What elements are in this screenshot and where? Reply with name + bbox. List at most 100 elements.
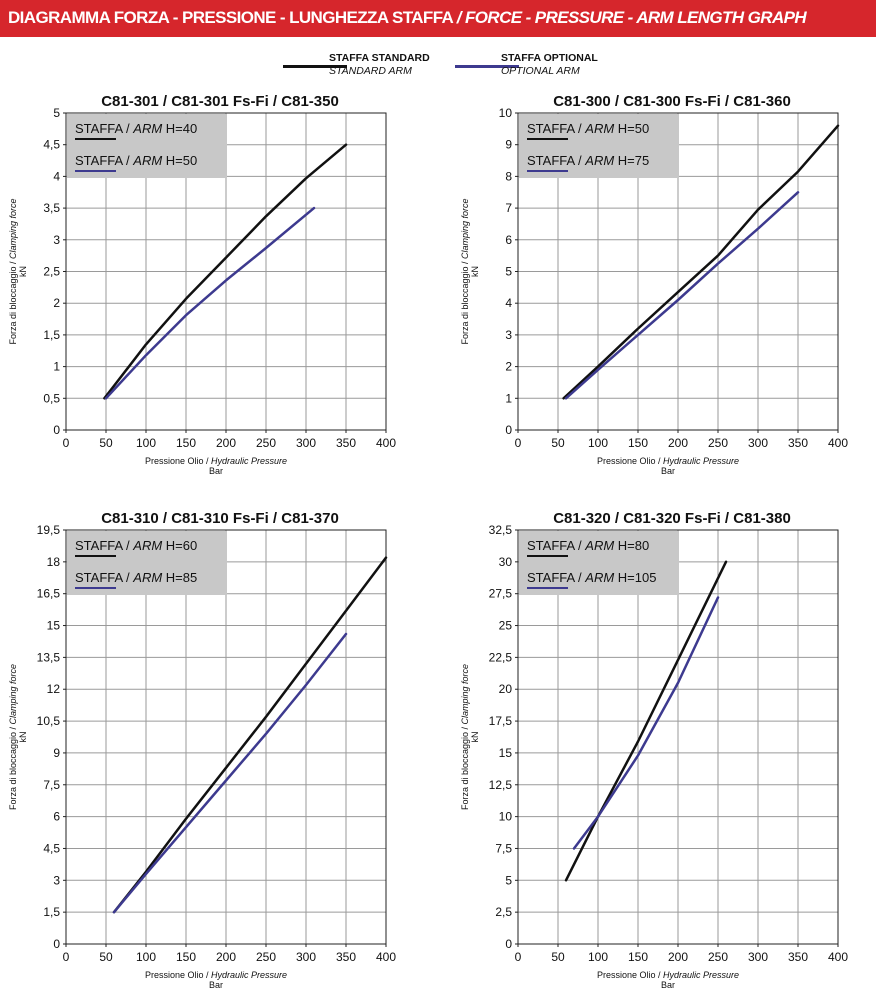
x-tick-label: 350	[788, 436, 808, 450]
x-tick-label: 100	[588, 436, 608, 450]
y-axis-label: Forza di bloccaggio / Clamping force	[460, 198, 470, 344]
x-axis-label-en: Hydraulic Pressure	[211, 970, 287, 980]
series-line-optional	[564, 191, 800, 400]
x-tick-label: 400	[828, 436, 848, 450]
chart-2: C81-300 / C81-300 Fs-Fi / C81-360 STAFFA …	[460, 93, 848, 476]
x-tick-label: 300	[748, 436, 768, 450]
x-tick-label: 250	[256, 950, 276, 964]
x-axis-unit: Bar	[209, 466, 223, 476]
legend-box-arm: ARM	[132, 570, 162, 585]
series-line-standard	[564, 560, 728, 882]
y-axis-label-it: Forza di bloccaggio /	[460, 259, 470, 345]
x-tick-label: 100	[136, 950, 156, 964]
chart-title: C81-300 / C81-300 Fs-Fi / C81-360	[553, 93, 791, 110]
legend-box-h: H=50	[162, 153, 197, 168]
legend-box-h: H=75	[614, 153, 649, 168]
x-tick-label: 50	[551, 950, 565, 964]
x-axis-unit: Bar	[209, 980, 223, 990]
y-tick-label: 3	[53, 873, 60, 887]
x-axis-label-en: Hydraulic Pressure	[663, 456, 739, 466]
y-tick-label: 0	[505, 937, 512, 951]
legend-box-h: H=40	[162, 121, 197, 136]
y-axis-label-en: Clamping force	[8, 664, 18, 725]
x-tick-label: 350	[788, 950, 808, 964]
y-axis-unit: kN	[18, 732, 28, 743]
y-tick-label: 0	[505, 423, 512, 437]
legend-box-h: H=60	[162, 538, 197, 553]
x-axis-label-en: Hydraulic Pressure	[663, 970, 739, 980]
y-axis-label-en: Clamping force	[460, 198, 470, 259]
legend-optional-label-it: STAFFA OPTIONAL	[501, 52, 598, 64]
x-tick-label: 50	[99, 436, 113, 450]
legend-box	[519, 114, 679, 178]
y-tick-label: 1	[505, 391, 512, 405]
x-axis-label-en: Hydraulic Pressure	[211, 456, 287, 466]
y-tick-label: 25	[499, 619, 513, 633]
y-tick-label: 15	[47, 619, 61, 633]
x-axis-label: Pressione Olio / Hydraulic Pressure	[597, 970, 739, 980]
y-tick-label: 5	[505, 265, 512, 279]
legend-standard-swatch	[283, 65, 347, 68]
y-tick-label: 9	[505, 138, 512, 152]
legend-box-arm: ARM	[584, 570, 614, 585]
x-axis-unit: Bar	[661, 466, 675, 476]
legend-box-staffa: STAFFA /	[75, 121, 133, 136]
x-tick-label: 300	[296, 436, 316, 450]
y-axis-unit: kN	[470, 266, 480, 277]
legend-optional-label-en: OPTIONAL ARM	[501, 65, 580, 77]
x-tick-label: 200	[668, 950, 688, 964]
y-tick-label: 30	[499, 555, 513, 569]
y-tick-label: 4,5	[43, 138, 60, 152]
legend-box-entry: STAFFA / ARM H=50	[75, 153, 197, 168]
y-tick-label: 22,5	[489, 650, 513, 664]
y-tick-label: 16,5	[37, 587, 61, 601]
series-line-standard	[562, 124, 840, 400]
y-tick-label: 0	[53, 937, 60, 951]
x-axis-label-it: Pressione Olio /	[145, 456, 211, 466]
chart-title: C81-301 / C81-301 Fs-Fi / C81-350	[101, 93, 339, 110]
y-tick-label: 7,5	[43, 778, 60, 792]
y-tick-label: 1,5	[43, 905, 60, 919]
y-tick-label: 6	[53, 810, 60, 824]
y-tick-label: 10	[499, 106, 513, 120]
y-axis-label-it: Forza di bloccaggio /	[8, 724, 18, 810]
legend-box-staffa: STAFFA /	[527, 538, 585, 553]
page-header: DIAGRAMMA FORZA - PRESSIONE - LUNGHEZZA …	[0, 0, 876, 37]
legend-box-staffa: STAFFA /	[527, 570, 585, 585]
legend-box-arm: ARM	[132, 153, 162, 168]
x-tick-label: 100	[588, 950, 608, 964]
x-axis-label: Pressione Olio / Hydraulic Pressure	[145, 456, 287, 466]
y-tick-label: 1,5	[43, 328, 60, 342]
legend-box-entry: STAFFA / ARM H=60	[75, 538, 197, 553]
x-axis-label-it: Pressione Olio /	[145, 970, 211, 980]
y-tick-label: 4	[505, 296, 512, 310]
y-tick-label: 3	[505, 328, 512, 342]
x-tick-label: 150	[176, 950, 196, 964]
x-axis-label: Pressione Olio / Hydraulic Pressure	[597, 456, 739, 466]
chart-1: C81-301 / C81-301 Fs-Fi / C81-350 STAFFA …	[8, 93, 396, 476]
x-tick-label: 0	[63, 950, 70, 964]
y-tick-label: 4	[53, 169, 60, 183]
legend-box-arm: ARM	[584, 121, 614, 136]
legend-box-staffa: STAFFA /	[75, 570, 133, 585]
x-tick-label: 250	[256, 436, 276, 450]
y-tick-label: 0,5	[43, 391, 60, 405]
y-tick-label: 20	[499, 682, 513, 696]
legend-box-entry: STAFFA / ARM H=50	[527, 121, 649, 136]
x-tick-label: 0	[515, 436, 522, 450]
legend-box-h: H=80	[614, 538, 649, 553]
x-tick-label: 200	[216, 950, 236, 964]
legend-box-h: H=85	[162, 570, 197, 585]
y-tick-label: 2,5	[43, 265, 60, 279]
x-tick-label: 400	[376, 950, 396, 964]
x-tick-label: 100	[136, 436, 156, 450]
x-tick-label: 250	[708, 436, 728, 450]
x-tick-label: 400	[376, 436, 396, 450]
chart-title: C81-310 / C81-310 Fs-Fi / C81-370	[101, 510, 339, 527]
x-axis-label-it: Pressione Olio /	[597, 970, 663, 980]
y-tick-label: 2	[505, 360, 512, 374]
x-axis-label-it: Pressione Olio /	[597, 456, 663, 466]
legend-box-staffa: STAFFA /	[75, 153, 133, 168]
header-title-it: DIAGRAMMA FORZA - PRESSIONE - LUNGHEZZA …	[8, 8, 453, 27]
